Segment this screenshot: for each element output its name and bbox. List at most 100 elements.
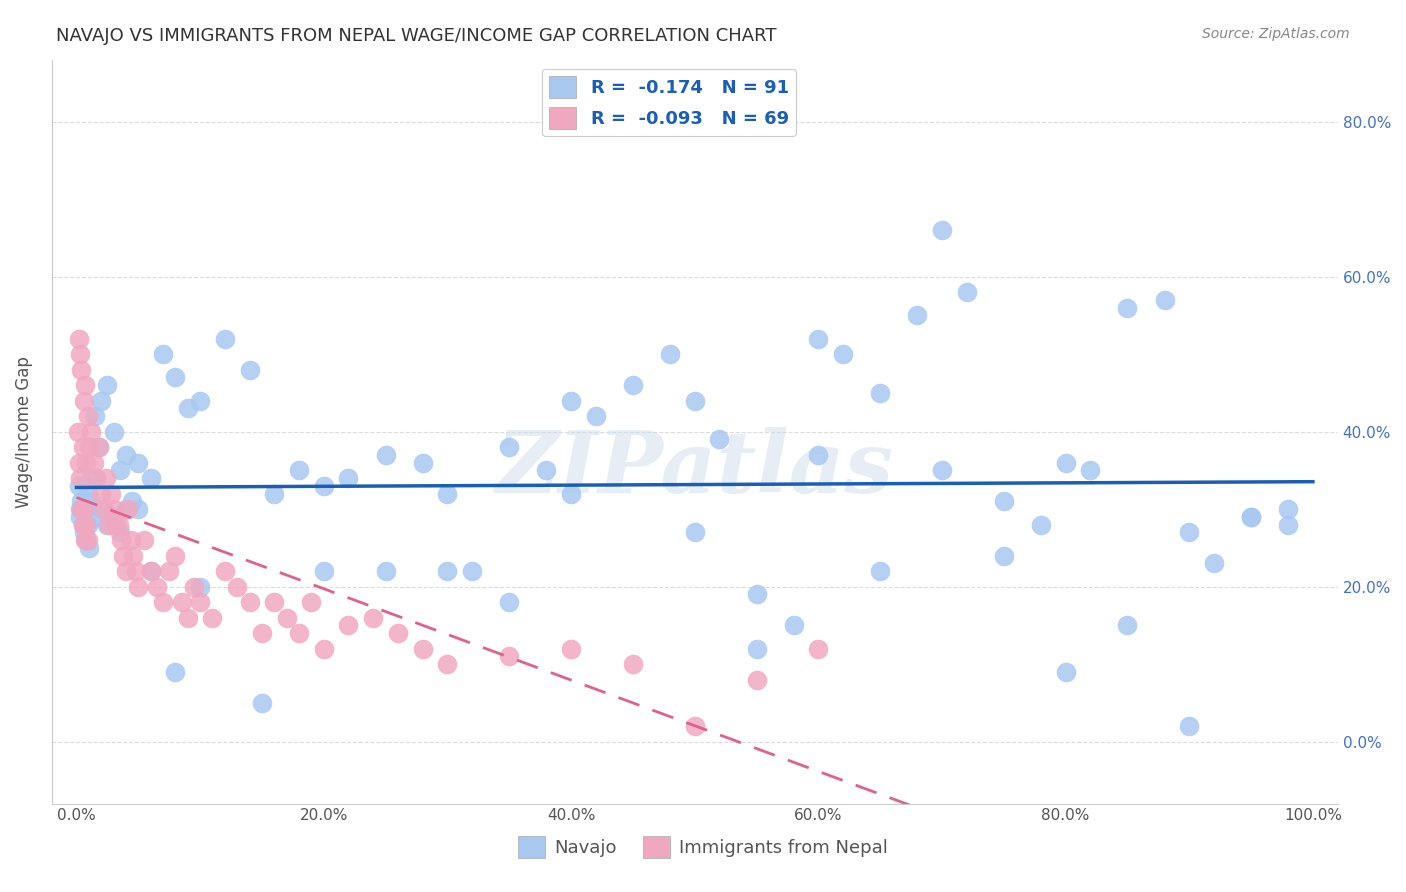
Point: [122, 549, 145, 563]
Point: [1116, 301, 1139, 315]
Point: [436, 564, 458, 578]
Point: [112, 549, 135, 563]
Point: [83, 456, 105, 470]
Point: [683, 393, 706, 408]
Point: [1240, 509, 1263, 524]
Point: [108, 525, 131, 540]
Point: [75, 456, 97, 470]
Point: [69, 502, 91, 516]
Point: [96, 517, 118, 532]
Point: [745, 641, 768, 656]
Point: [103, 502, 125, 516]
Point: [177, 401, 200, 416]
Point: [97, 517, 120, 532]
Point: [105, 517, 128, 532]
Point: [115, 564, 138, 578]
Point: [73, 502, 96, 516]
Point: [560, 641, 582, 656]
Point: [76, 533, 98, 548]
Legend: Navajo, Immigrants from Nepal: Navajo, Immigrants from Nepal: [510, 829, 896, 865]
Point: [1078, 463, 1101, 477]
Point: [84, 409, 107, 423]
Point: [84, 509, 107, 524]
Point: [73, 525, 96, 540]
Point: [96, 378, 118, 392]
Point: [188, 580, 211, 594]
Point: [110, 533, 132, 548]
Point: [84, 471, 107, 485]
Point: [90, 502, 112, 516]
Point: [139, 564, 162, 578]
Point: [905, 309, 928, 323]
Point: [120, 533, 142, 548]
Point: [66, 425, 89, 439]
Point: [100, 486, 122, 500]
Point: [165, 549, 187, 563]
Point: [1153, 293, 1175, 307]
Point: [250, 696, 273, 710]
Legend: R =  -0.174   N = 91, R =  -0.093   N = 69: R = -0.174 N = 91, R = -0.093 N = 69: [541, 69, 796, 136]
Point: [103, 509, 125, 524]
Point: [201, 610, 224, 624]
Point: [70, 502, 93, 516]
Point: [93, 502, 115, 516]
Point: [1178, 719, 1201, 733]
Point: [993, 494, 1015, 508]
Point: [90, 486, 112, 500]
Point: [165, 665, 187, 679]
Point: [1116, 618, 1139, 632]
Point: [832, 347, 855, 361]
Point: [188, 393, 211, 408]
Point: [299, 595, 322, 609]
Point: [560, 486, 582, 500]
Point: [412, 456, 434, 470]
Point: [75, 502, 97, 516]
Point: [683, 525, 706, 540]
Point: [170, 595, 193, 609]
Y-axis label: Wage/Income Gap: Wage/Income Gap: [15, 356, 32, 508]
Point: [745, 587, 768, 601]
Point: [76, 409, 98, 423]
Point: [412, 641, 434, 656]
Point: [498, 649, 520, 664]
Point: [374, 564, 396, 578]
Point: [621, 657, 644, 672]
Point: [807, 641, 830, 656]
Point: [782, 618, 804, 632]
Point: [1054, 665, 1077, 679]
Point: [436, 486, 458, 500]
Point: [1029, 517, 1052, 532]
Point: [931, 463, 953, 477]
Point: [585, 409, 607, 423]
Point: [276, 610, 298, 624]
Point: [374, 448, 396, 462]
Point: [214, 332, 236, 346]
Point: [139, 471, 162, 485]
Point: [75, 517, 97, 532]
Point: [498, 440, 520, 454]
Point: [461, 564, 484, 578]
Point: [152, 347, 174, 361]
Point: [288, 463, 311, 477]
Point: [127, 456, 149, 470]
Point: [103, 425, 125, 439]
Point: [125, 564, 148, 578]
Point: [288, 626, 311, 640]
Point: [80, 471, 103, 485]
Point: [127, 502, 149, 516]
Point: [77, 541, 100, 555]
Point: [70, 494, 93, 508]
Point: [117, 502, 139, 516]
Point: [69, 347, 91, 361]
Point: [165, 370, 187, 384]
Point: [621, 378, 644, 392]
Point: [67, 456, 90, 470]
Point: [1178, 525, 1201, 540]
Point: [361, 610, 384, 624]
Point: [127, 580, 149, 594]
Point: [263, 486, 285, 500]
Point: [75, 378, 97, 392]
Point: [70, 362, 93, 376]
Point: [1054, 456, 1077, 470]
Point: [214, 564, 236, 578]
